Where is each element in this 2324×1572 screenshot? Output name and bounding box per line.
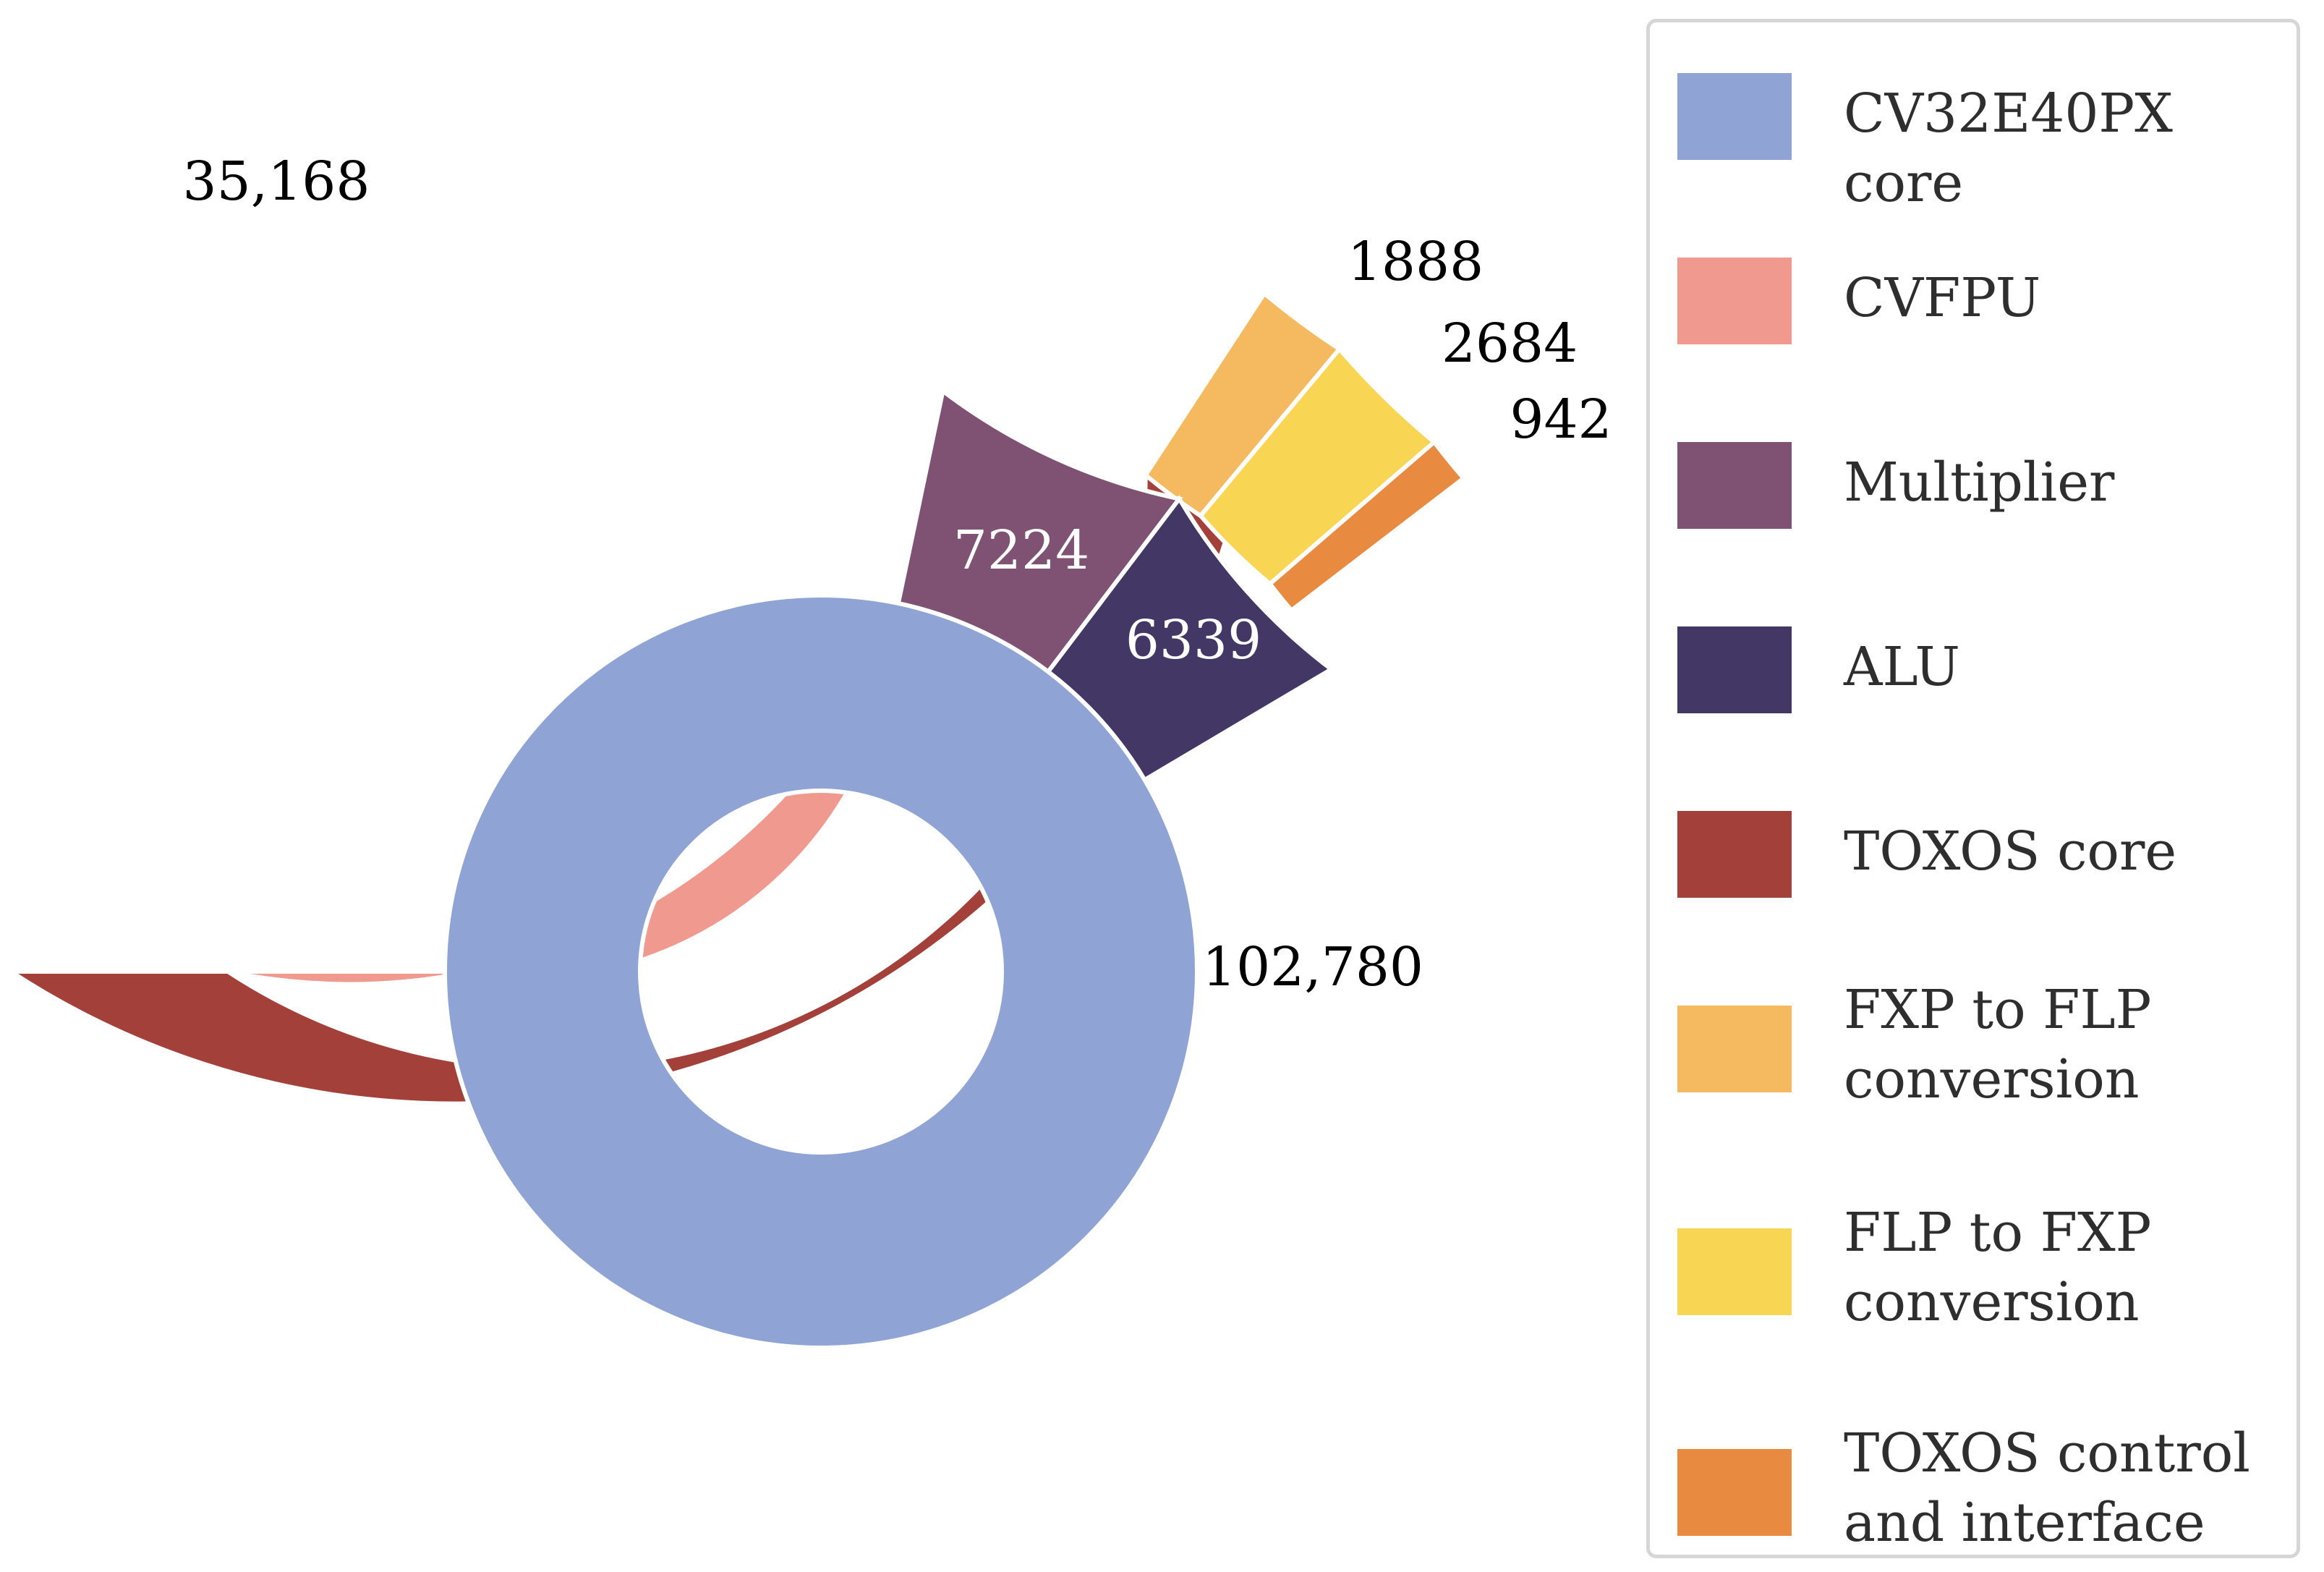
label-flp-to-fxp: 2684: [1442, 313, 1578, 375]
label-cvfpu: 29,081: [446, 545, 633, 608]
label-toxos-control: 942: [1510, 388, 1612, 451]
legend-label: FXP to FLP conversion: [1844, 979, 2152, 1110]
legend-label: CV32E40PX core: [1844, 82, 2173, 214]
label-alu: 6339: [1125, 609, 1261, 671]
legend-label: TOXOS core: [1844, 820, 2177, 883]
nested-donut-chart: 35,168 1888 2684 942 29,081 7224 6339 10…: [11, 150, 1612, 1350]
legend-label: FLP to FXP conversion: [1844, 1202, 2152, 1333]
legend-swatch: [1677, 811, 1792, 898]
legend-swatch: [1677, 442, 1792, 529]
legend-swatch: [1677, 1228, 1792, 1315]
label-fxp-to-flp: 1888: [1348, 231, 1484, 293]
slice-cv32e40px-core: [442, 593, 1200, 1350]
legend-swatch: [1677, 258, 1792, 344]
legend-swatch: [1677, 1449, 1792, 1536]
slice-toxos-control-and-interface: [1267, 438, 1467, 613]
legend-swatch: [1677, 1006, 1792, 1092]
label-cv32e40px-core: 102,780: [1202, 936, 1423, 998]
inner-ring: [442, 593, 1200, 1350]
legend: CV32E40PX core CVFPU Multiplier ALU TOXO…: [1646, 19, 2300, 1558]
label-multiplier: 7224: [953, 519, 1089, 582]
legend-label: Multiplier: [1844, 451, 2115, 514]
label-toxos-core: 35,168: [183, 150, 370, 213]
legend-label: CVFPU: [1844, 267, 2041, 329]
legend-swatch: [1677, 626, 1792, 713]
legend-label: ALU: [1844, 636, 1960, 698]
legend-label: TOXOS control and interface: [1844, 1422, 2250, 1554]
legend-swatch: [1677, 73, 1792, 160]
